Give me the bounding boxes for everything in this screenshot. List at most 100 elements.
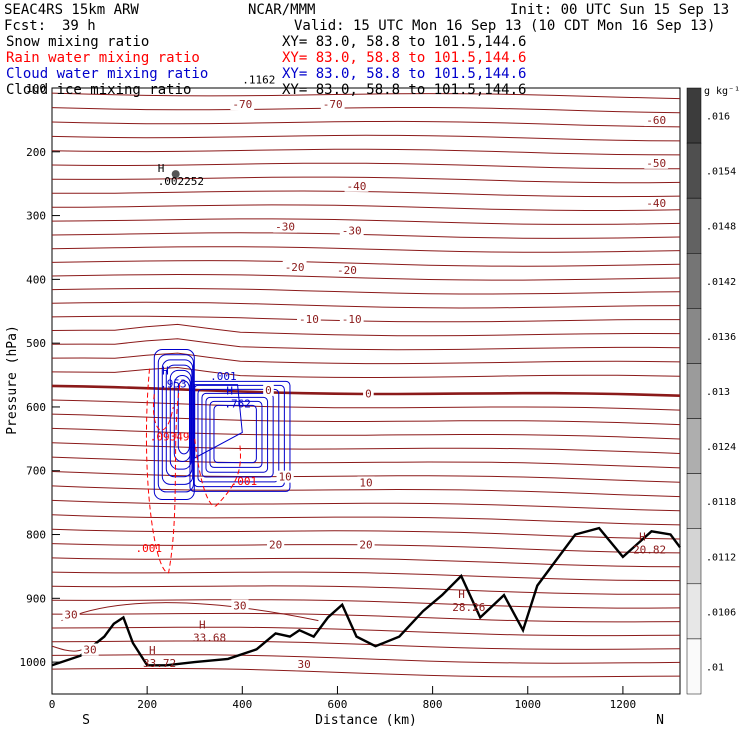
rain-water-contour bbox=[194, 438, 241, 507]
x-tick-label: 400 bbox=[232, 698, 252, 711]
isotherm bbox=[51, 92, 681, 100]
isotherm bbox=[51, 471, 681, 483]
x-tick-label: 1200 bbox=[610, 698, 637, 711]
isotherm-label: -10 bbox=[299, 313, 319, 326]
isotherm bbox=[51, 668, 681, 678]
isotherm-label: 30 bbox=[298, 658, 311, 671]
init-time: Init: 00 UTC Sun 15 Sep 13 bbox=[510, 2, 729, 18]
y-tick-label: 100 bbox=[26, 82, 46, 95]
colorbar-swatch bbox=[686, 638, 702, 695]
isotherm-label: 30 bbox=[83, 644, 96, 657]
colorbar-tick: .0124 bbox=[706, 442, 736, 453]
cloud-water-contour bbox=[205, 396, 269, 473]
cloud-water-contour bbox=[165, 364, 193, 478]
terrain-profile bbox=[51, 526, 681, 667]
x-end-south: S bbox=[82, 713, 90, 728]
isotherm-label: -20 bbox=[337, 264, 357, 277]
colorbar-swatch bbox=[686, 253, 702, 309]
isotherm-label: 10 bbox=[359, 476, 372, 489]
isotherm bbox=[51, 654, 681, 664]
isotherm-label: -70 bbox=[323, 98, 343, 111]
isotherm bbox=[51, 323, 681, 337]
legend-rain: Rain water mixing ratio bbox=[6, 50, 200, 66]
isotherm bbox=[51, 287, 681, 295]
isotherm-label-bg bbox=[644, 114, 669, 127]
legend-snow: Snow mixing ratio bbox=[6, 34, 149, 50]
colorbar-tick: .0148 bbox=[706, 222, 736, 233]
y-axis-title: Pressure (hPa) bbox=[5, 325, 20, 435]
maximum-value: 20.82 bbox=[633, 543, 666, 556]
isotherm bbox=[51, 399, 681, 411]
isotherm-label: -40 bbox=[646, 197, 666, 210]
y-tick-label: 1000 bbox=[20, 656, 47, 669]
rain-water-contour bbox=[152, 394, 174, 431]
isotherm bbox=[51, 640, 681, 650]
y-tick-label: 500 bbox=[26, 337, 46, 350]
legend-snow-xy: XY= 83.0, 58.8 to 101.5,144.6 bbox=[282, 34, 526, 50]
colorbar-swatch bbox=[686, 473, 702, 529]
maximum-marker: H bbox=[149, 644, 156, 657]
isotherm-label: -30 bbox=[342, 224, 362, 237]
legend-rain-xy: XY= 83.0, 58.8 to 101.5,144.6 bbox=[282, 50, 526, 66]
isotherm-label: -40 bbox=[347, 180, 367, 193]
isotherm bbox=[51, 315, 680, 323]
colorbar-swatch bbox=[686, 142, 702, 199]
isotherm-label: -70 bbox=[232, 98, 252, 111]
isotherm bbox=[51, 176, 681, 184]
isotherm-label-bg bbox=[273, 220, 298, 233]
isotherm-label: -20 bbox=[285, 261, 305, 274]
cloud-water-marker: H bbox=[162, 365, 169, 378]
colorbar-tick: .016 bbox=[706, 112, 730, 123]
x-tick-label: 1000 bbox=[515, 698, 542, 711]
isotherm-label-bg bbox=[282, 260, 307, 273]
org-label: NCAR/MMM bbox=[248, 2, 315, 18]
isotherm bbox=[51, 301, 681, 309]
cloud-ice-marker: H bbox=[158, 162, 165, 175]
cloud-water-contour bbox=[161, 359, 194, 485]
isotherm bbox=[51, 626, 681, 637]
maximum-marker: H bbox=[458, 588, 465, 601]
isotherm-label: 0 bbox=[365, 388, 372, 401]
maximum-value: 33.68 bbox=[193, 632, 226, 645]
isotherm bbox=[51, 442, 681, 454]
valid-time: Valid: 15 UTC Mon 16 Sep 13 (10 CDT Mon … bbox=[294, 18, 715, 34]
isotherm-label: 0 bbox=[265, 384, 272, 397]
x-tick-label: 0 bbox=[49, 698, 56, 711]
isotherm-label-bg bbox=[644, 197, 669, 210]
isotherm-label: -60 bbox=[646, 114, 666, 127]
y-tick-label: 900 bbox=[26, 592, 46, 605]
cloud-water-value: .953 bbox=[160, 378, 187, 391]
isotherm-label-bg bbox=[295, 658, 313, 671]
forecast-label: Fcst: bbox=[4, 18, 46, 34]
y-tick-label: 600 bbox=[26, 401, 46, 414]
isotherm bbox=[51, 273, 681, 281]
y-tick-label: 400 bbox=[26, 273, 46, 286]
isotherm bbox=[51, 499, 681, 512]
rain-water-value: .001 bbox=[136, 542, 163, 555]
isotherm bbox=[51, 413, 681, 426]
rain-water-value: .001 bbox=[231, 475, 258, 488]
cloud-ice-blob bbox=[171, 170, 180, 179]
isotherm bbox=[51, 366, 681, 379]
colorbar-swatch bbox=[686, 583, 702, 640]
cloud-water-contour bbox=[193, 384, 285, 488]
model-title: SEAC4RS 15km ARW bbox=[4, 2, 139, 18]
isotherm-30 bbox=[61, 602, 319, 622]
colorbar-swatch bbox=[686, 197, 702, 254]
isotherm-label: -10 bbox=[342, 313, 362, 326]
x-end-north: N bbox=[656, 713, 664, 728]
rain-water-value: .09349 bbox=[150, 431, 190, 444]
cloud-water-contour bbox=[213, 404, 257, 464]
isotherm-label-bg bbox=[297, 313, 321, 326]
colorbar-swatch bbox=[686, 308, 702, 364]
isotherm-label-bg bbox=[644, 156, 669, 169]
isotherm-label: 30 bbox=[64, 608, 77, 621]
isotherm-label-bg bbox=[263, 383, 274, 396]
y-tick-label: 300 bbox=[26, 210, 46, 223]
isotherm-label-bg bbox=[357, 476, 375, 489]
colorbar-swatch bbox=[686, 418, 702, 474]
x-tick-label: 200 bbox=[137, 698, 157, 711]
isotherm bbox=[51, 107, 681, 114]
cloud-water-contour bbox=[209, 400, 263, 468]
isotherm bbox=[51, 585, 680, 595]
